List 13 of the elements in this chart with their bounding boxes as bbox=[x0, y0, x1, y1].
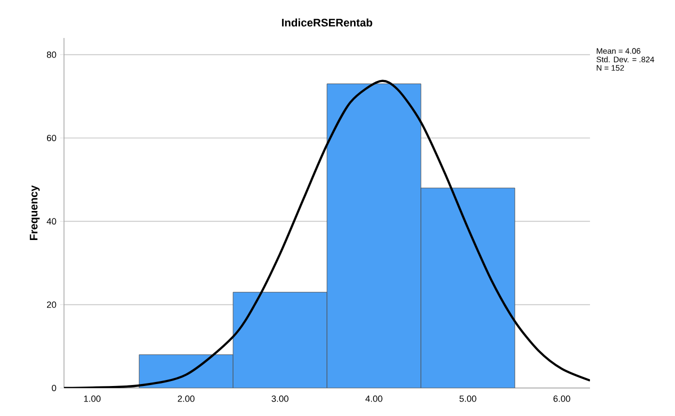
x-tick-label: 2.00 bbox=[178, 396, 194, 402]
chart-title: IndiceRSERentab bbox=[282, 18, 372, 27]
y-tick-label: 20 bbox=[46, 301, 56, 308]
y-tick-label: 40 bbox=[46, 218, 56, 225]
y-axis-title: Frequency bbox=[30, 185, 40, 240]
x-tick-label: 1.00 bbox=[84, 396, 101, 402]
x-tick-label: 5.00 bbox=[460, 396, 476, 402]
y-tick-label: 80 bbox=[46, 51, 56, 58]
x-tick-label: 6.00 bbox=[554, 396, 570, 402]
x-tick-label: 3.00 bbox=[272, 396, 288, 402]
y-tick-label: 60 bbox=[46, 134, 56, 142]
x-tick-label: 4.00 bbox=[365, 396, 382, 402]
y-tick-label: 0 bbox=[52, 384, 56, 392]
